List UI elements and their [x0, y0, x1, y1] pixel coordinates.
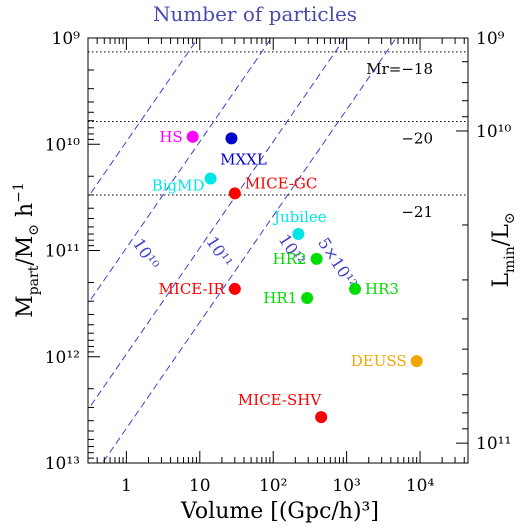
data-point-label: Jubilee — [272, 208, 327, 226]
data-point-label: MICE-SHV — [238, 391, 322, 409]
magnitude-label: −21 — [401, 203, 433, 221]
data-point — [310, 252, 323, 265]
data-point — [225, 132, 238, 145]
data-point — [315, 411, 328, 424]
y-tick-label: 10¹² — [45, 348, 80, 368]
particle-line — [88, 38, 273, 305]
data-point — [228, 187, 241, 200]
magnitude-label: Mr=−18 — [366, 60, 433, 78]
data-point-label: DEUSS — [351, 352, 407, 370]
data-point-label: BigMD — [152, 176, 205, 194]
y-tick-label: 10⁹ — [52, 29, 81, 49]
chart-title: Number of particles — [153, 2, 357, 26]
data-point-label: MICE-GC — [245, 174, 318, 192]
data-point — [228, 282, 241, 295]
right-axis-label: Lmin/L⊙ — [489, 212, 518, 287]
axis-ticks: 1 10 10² 10³ 10⁴ 10⁹ 10¹⁰ 10¹¹ 10¹² 10¹³ 10⁹ 10¹⁰ 10… — [45, 29, 512, 496]
x-tick-label: 1 — [121, 476, 132, 496]
x-tick-label: 10² — [259, 476, 287, 496]
particle-line — [101, 38, 397, 463]
data-point — [204, 172, 217, 185]
data-point — [348, 282, 361, 295]
magnitude-lines: Mr=−18 −20 −21 — [88, 51, 468, 221]
right-tick-label: 10⁹ — [476, 29, 505, 49]
data-points: HS MXXL BigMD MICE-GC Jubilee HR2 MICE-IR HR1 HR… — [152, 128, 423, 424]
particle-line-label: 10¹⁰ — [129, 235, 163, 273]
particle-lines-clip — [88, 38, 397, 463]
data-point-label: HS — [159, 128, 182, 146]
particle-line — [88, 38, 346, 411]
y-axis-label: Mpart/M⊙ h−1 — [11, 182, 42, 318]
data-point-label: HR1 — [263, 289, 297, 307]
right-tick-label: 10¹¹ — [476, 434, 511, 454]
x-tick-label: 10³ — [332, 476, 360, 496]
particle-line-label: 10¹¹ — [202, 233, 236, 271]
data-point — [301, 292, 314, 305]
data-point-label: MICE-IR — [159, 280, 226, 298]
y-tick-label: 10¹³ — [45, 454, 80, 474]
right-tick-label: 10¹⁰ — [476, 122, 511, 142]
y-tick-label: 10¹⁰ — [45, 135, 80, 155]
data-point — [186, 130, 199, 143]
data-point — [292, 228, 305, 241]
particle-line — [88, 38, 199, 199]
data-point — [410, 355, 423, 368]
magnitude-label: −20 — [401, 129, 433, 147]
x-tick-label: 10⁴ — [406, 476, 435, 496]
x-tick-label: 10 — [189, 476, 211, 496]
data-point-label: MXXL — [220, 150, 267, 168]
x-axis-label: Volume [(Gpc/h)³] — [180, 499, 379, 524]
y-tick-label: 10¹¹ — [45, 242, 80, 262]
data-point-label: HR3 — [365, 280, 399, 298]
data-point-label: HR2 — [273, 250, 307, 268]
